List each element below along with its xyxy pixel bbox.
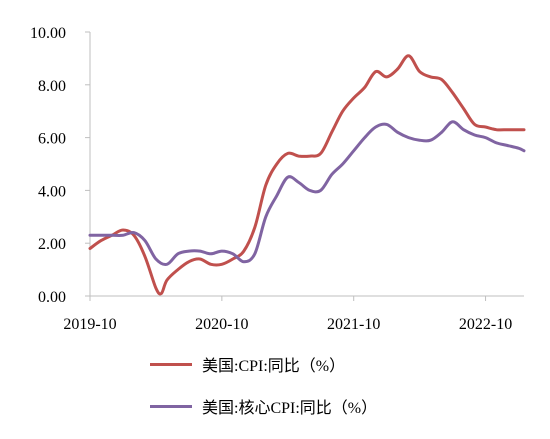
x-tick-label: 2022-10 — [459, 316, 512, 333]
y-tick-label: 10.00 — [30, 25, 66, 42]
legend-item-cpi[interactable]: 美国:CPI:同比（%） — [150, 352, 345, 376]
series-line-cpi — [88, 54, 526, 296]
y-tick-label: 0.00 — [38, 289, 66, 306]
legend-swatch-cpi — [150, 362, 192, 366]
x-tick-label: 2021-10 — [327, 316, 380, 333]
series-line-core-cpi — [88, 120, 526, 266]
legend-swatch-core-cpi — [150, 404, 192, 408]
legend-item-core-cpi[interactable]: 美国:核心CPI:同比（%） — [150, 394, 377, 418]
axes — [89, 32, 524, 297]
series-lines — [88, 54, 526, 296]
y-tick-label: 2.00 — [38, 236, 66, 253]
x-tick-labels: 2019-10 2020-10 2021-10 2022-10 — [63, 296, 512, 333]
x-tick-label: 2020-10 — [195, 316, 248, 333]
y-tick-label: 6.00 — [38, 131, 66, 148]
x-tick-label: 2019-10 — [63, 316, 116, 333]
y-tick-label: 8.00 — [38, 78, 66, 95]
y-tick-labels: 0.00 2.00 4.00 6.00 8.00 10.00 — [30, 25, 90, 306]
legend-label-core-cpi: 美国:核心CPI:同比（%） — [202, 400, 378, 417]
y-tick-label: 4.00 — [38, 183, 66, 200]
legend-label-cpi: 美国:CPI:同比（%） — [202, 358, 346, 375]
